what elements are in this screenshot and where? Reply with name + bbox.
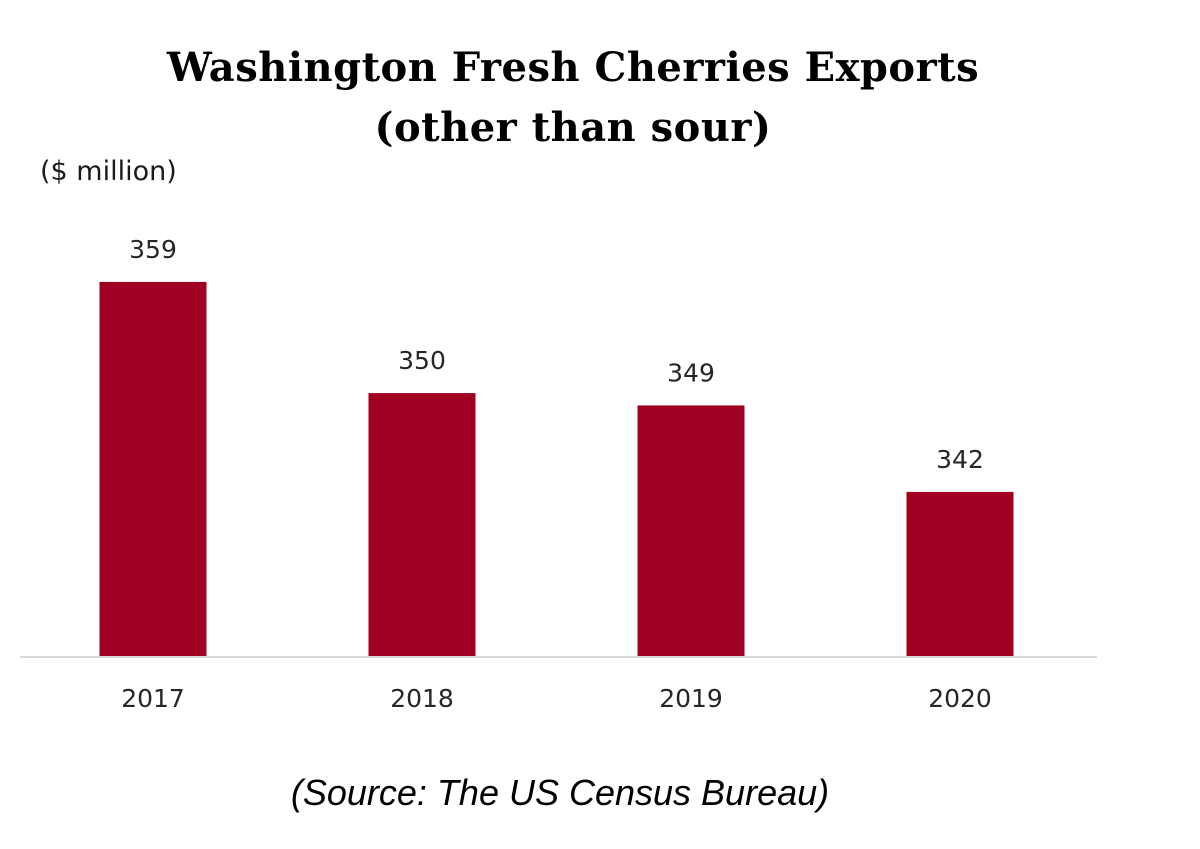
x-tick-label-2017: 2017 xyxy=(121,684,185,713)
x-tick-label-2020: 2020 xyxy=(928,684,992,713)
y-axis-unit-label: ($ million) xyxy=(40,156,177,187)
bar-2020 xyxy=(906,491,1014,657)
data-label-2020: 342 xyxy=(936,445,984,474)
source-note: (Source: The US Census Bureau) xyxy=(290,772,830,813)
chart-title-line-1: Washington Fresh Cherries Exports xyxy=(166,44,980,91)
data-label-2018: 350 xyxy=(398,346,446,375)
bar-2019 xyxy=(637,405,745,657)
data-label-2019: 349 xyxy=(667,358,715,387)
x-tick-label-2018: 2018 xyxy=(390,684,454,713)
x-tick-label-2019: 2019 xyxy=(659,684,723,713)
chart-title-line-2: (other than sour) xyxy=(374,104,772,151)
bar-2018 xyxy=(368,393,476,657)
bar-2017 xyxy=(99,281,207,657)
data-label-2017: 359 xyxy=(129,235,177,264)
